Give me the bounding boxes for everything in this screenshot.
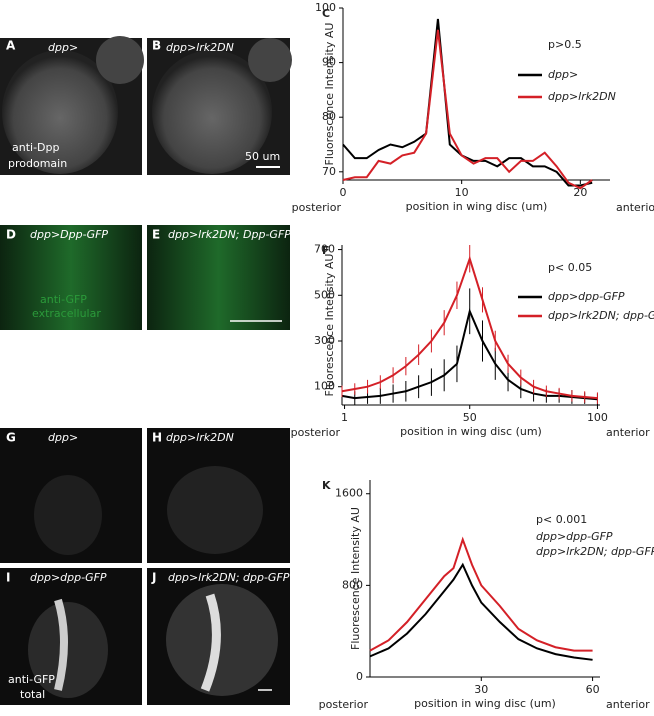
line — [369, 562, 593, 661]
y-tick-label: 80 — [322, 110, 336, 123]
panel-letter: C — [322, 7, 330, 20]
panel-label: dpp>lrk2DN; Dpp-GFP — [168, 228, 291, 241]
line — [341, 255, 598, 400]
x-axis-label: position in wing disc (um) — [406, 200, 548, 213]
panel-label: dpp>lrk2DN — [166, 41, 234, 54]
y-tick-label: 0 — [356, 670, 363, 683]
y-tick-label: 100 — [315, 1, 336, 14]
panel-label: dpp> — [48, 41, 78, 54]
disc — [167, 466, 263, 554]
stripe — [54, 598, 68, 691]
y-tick-label: 1600 — [335, 487, 363, 500]
disc — [34, 475, 102, 555]
panel-label: dpp>lrk2DN; dpp-GFP — [168, 571, 290, 584]
legend-label: dpp>lrk2DN — [548, 90, 616, 103]
line — [342, 29, 593, 190]
x-end-label: anterior — [616, 201, 654, 214]
y-axis-label: Fluorescence Intensity AU — [323, 23, 336, 166]
x-end-label: posterior — [319, 698, 369, 711]
panel-note: anti-GFP — [8, 673, 55, 686]
x-end-label: anterior — [606, 426, 650, 439]
y-axis-label: Fluorescence Intensity AU — [349, 507, 362, 650]
panel-note: prodomain — [8, 157, 67, 170]
panel-letter: I — [6, 571, 10, 585]
panel-letter: E — [152, 228, 160, 242]
y-tick-label: 500 — [314, 288, 335, 301]
disc — [2, 50, 118, 174]
panel-label: dpp>lrk2DN — [166, 431, 234, 444]
panel-letter: B — [152, 39, 161, 53]
line — [342, 18, 593, 187]
x-tick-label: 100 — [587, 411, 608, 424]
y-tick-label: 300 — [314, 334, 335, 347]
x-tick-label: 50 — [463, 411, 477, 424]
x-tick-label: 30 — [474, 683, 488, 696]
panel-note: anti-Dpp — [12, 141, 60, 154]
y-tick-label: 90 — [322, 56, 336, 69]
legend-label: dpp>lrk2DN; dpp-GFP — [548, 309, 654, 322]
panel-letter: A — [6, 39, 16, 53]
y-tick-label: 800 — [342, 578, 363, 591]
scale-label: 50 um — [245, 150, 280, 163]
annotation: p>0.5 — [548, 38, 582, 51]
stripe — [200, 593, 221, 692]
disc — [152, 50, 272, 174]
x-end-label: anterior — [606, 698, 650, 711]
panel-letter: H — [152, 431, 162, 445]
legend-label: dpp>dpp-GFP — [536, 530, 613, 543]
panel-letter: D — [6, 228, 16, 242]
panel-label: dpp>Dpp-GFP — [30, 228, 108, 241]
annotation: p< 0.001 — [536, 513, 587, 526]
panel-label: dpp>dpp-GFP — [30, 571, 107, 584]
panel-note: extracellular — [32, 307, 101, 320]
panel-note: anti-GFP — [40, 293, 87, 306]
line — [341, 308, 598, 401]
x-end-label: posterior — [291, 426, 341, 439]
line — [369, 536, 593, 652]
legend-label: dpp> — [548, 68, 578, 81]
image-e — [147, 225, 290, 330]
y-tick-label: 70 — [322, 165, 336, 178]
x-tick-label: 20 — [573, 186, 587, 199]
y-axis-label: Fluorescence Intensity AU — [323, 254, 336, 397]
x-axis-label: position in wing disc (um) — [414, 697, 556, 710]
x-tick-label: 10 — [455, 186, 469, 199]
panel-letter: F — [322, 244, 330, 257]
disc — [248, 38, 292, 82]
disc — [96, 36, 144, 84]
legend-label: dpp>dpp-GFP — [548, 290, 625, 303]
x-tick-label: 1 — [341, 411, 348, 424]
y-tick-label: 700 — [314, 243, 335, 256]
y-tick-label: 100 — [314, 380, 335, 393]
x-end-label: posterior — [292, 201, 342, 214]
x-tick-label: 0 — [340, 186, 347, 199]
legend-label: dpp>lrk2DN; dpp-GFP — [536, 545, 654, 558]
x-axis-label: position in wing disc (um) — [400, 425, 542, 438]
panel-label: dpp> — [48, 431, 78, 444]
image-d — [0, 225, 142, 330]
panel-letter: K — [322, 479, 331, 492]
panel-note: total — [20, 688, 45, 701]
x-tick-label: 60 — [586, 683, 600, 696]
panel-letter: G — [6, 431, 16, 445]
panel-letter: J — [151, 571, 156, 585]
disc — [166, 584, 278, 696]
annotation: p< 0.05 — [548, 261, 592, 274]
disc — [28, 602, 108, 698]
